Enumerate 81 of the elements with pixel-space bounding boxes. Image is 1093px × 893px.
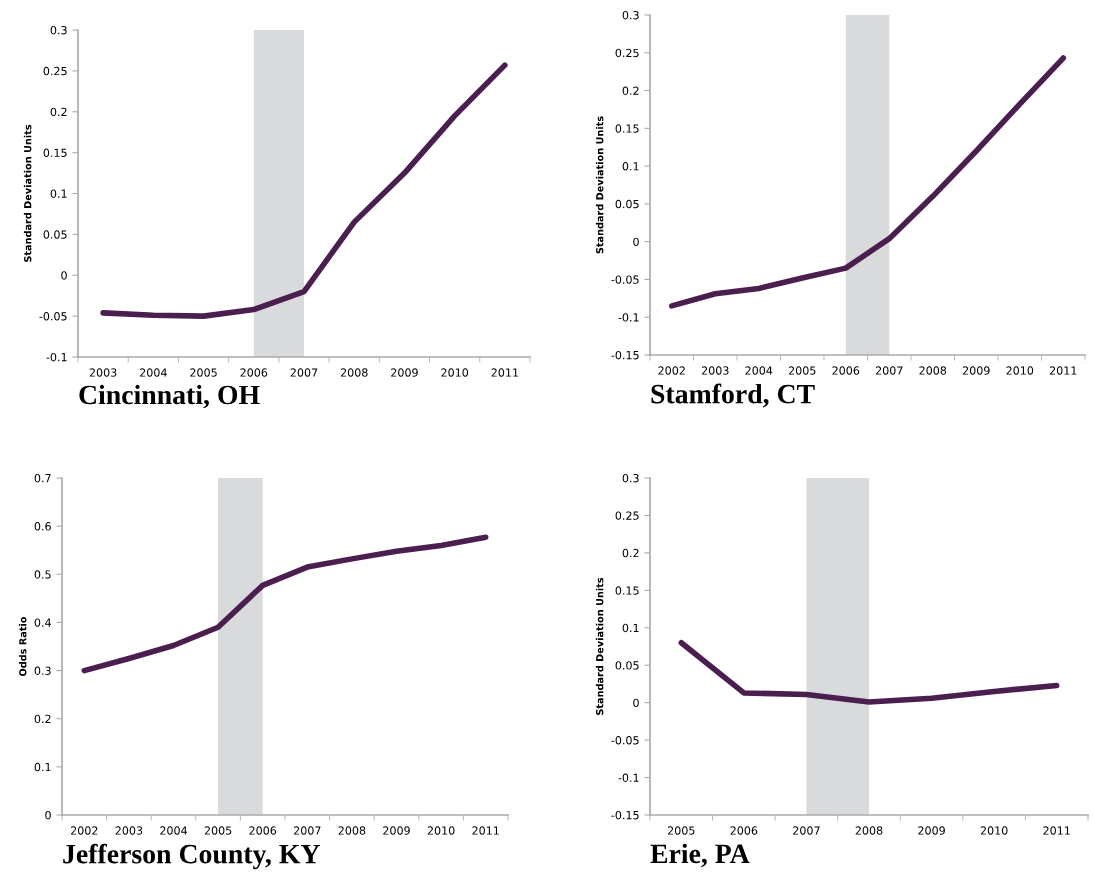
x-tick-label: 2011 [472, 826, 499, 835]
x-tick-label: 2011 [1043, 826, 1070, 835]
y-tick-label: 0 [61, 271, 67, 280]
y-tick-label: 0.3 [34, 666, 51, 675]
y-tick-label: 0.3 [622, 10, 639, 20]
x-tick-label: 2010 [980, 826, 1008, 835]
y-tick-label: 0.2 [622, 86, 639, 95]
x-tick-label: 2009 [962, 366, 990, 375]
y-tick-label: -0.1 [618, 773, 639, 782]
x-tick-label: 2006 [240, 368, 268, 377]
x-tick-label: 2008 [855, 826, 883, 835]
x-tick-label: 2008 [919, 366, 947, 375]
y-tick-label: -0.1 [46, 352, 67, 362]
y-tick-label: -0.05 [39, 312, 67, 321]
y-tick-label: 0.2 [34, 714, 51, 724]
x-tick-label: 2010 [427, 826, 455, 835]
y-axis-title: Odds Ratio [18, 616, 27, 677]
x-tick-label: 2007 [293, 826, 321, 835]
x-tick-label: 2011 [491, 368, 518, 377]
text: Jefferson County, KY [63, 843, 320, 870]
y-tick-label: 0.1 [622, 162, 639, 171]
y-tick-label: 0 [633, 698, 639, 708]
x-tick-label: 2007 [290, 368, 318, 377]
y-tick-label: -0.15 [611, 810, 639, 820]
text: Erie, PA [650, 843, 750, 868]
x-tick-label: 2006 [249, 826, 277, 835]
x-tick-label: 2004 [745, 366, 773, 375]
x-tick-label: 2004 [140, 368, 167, 377]
y-tick-label: 0 [633, 237, 639, 247]
x-tick-label: 2005 [788, 366, 816, 375]
x-tick-label: 2005 [667, 826, 695, 835]
x-tick-label: 2003 [115, 826, 143, 835]
y-tick-label: 0.2 [622, 548, 639, 558]
y-tick-label: -0.05 [611, 275, 639, 284]
y-axis-title: Standard Deviation Units [23, 124, 32, 262]
y-tick-label: 0.15 [615, 124, 639, 133]
y-tick-label: 0.2 [50, 107, 67, 117]
y-tick-label: 0.3 [622, 473, 639, 483]
x-tick-label: 2003 [89, 368, 117, 377]
y-tick-label: 0.7 [34, 473, 51, 483]
x-tick-label: 2009 [391, 368, 418, 377]
x-tick-label: 2007 [875, 366, 903, 375]
x-tick-label: 2009 [383, 826, 410, 835]
y-tick-label: 0.1 [622, 623, 639, 633]
x-tick-label: 2008 [338, 826, 366, 835]
y-axis-title: Standard Deviation Units [595, 577, 604, 715]
y-tick-label: 0.1 [50, 189, 67, 198]
y-tick-label: 0.05 [43, 230, 67, 239]
x-tick-label: 2002 [70, 826, 98, 835]
x-tick-label: 2011 [1049, 366, 1077, 375]
y-tick-label: 0.15 [615, 586, 639, 595]
y-tick-label: 0.05 [615, 199, 639, 209]
y-tick-label: 0.1 [34, 762, 51, 772]
y-tick-label: 0.5 [34, 570, 51, 579]
x-tick-label: 2006 [832, 366, 860, 375]
y-axis-title: Standard Deviation Units [595, 116, 604, 254]
y-tick-label: 0.05 [615, 661, 639, 670]
x-tick-label: 2005 [190, 368, 217, 377]
x-tick-label: 2010 [1006, 366, 1034, 375]
text: Cincinnati, OH [79, 384, 260, 409]
y-tick-label: 0.25 [43, 66, 67, 76]
y-tick-label: -0.05 [611, 736, 639, 745]
x-tick-label: 2003 [701, 366, 729, 375]
y-tick-label: 0 [45, 810, 51, 820]
y-tick-label: 0.3 [50, 25, 67, 35]
y-tick-label: 0.6 [34, 522, 51, 531]
x-tick-label: 2004 [160, 826, 188, 835]
y-tick-label: -0.1 [618, 313, 639, 322]
y-tick-label: 0.4 [34, 618, 51, 627]
y-tick-label: 0.15 [43, 148, 67, 157]
y-tick-label: -0.15 [611, 350, 639, 360]
text: Stamford, CT [651, 383, 815, 408]
x-tick-label: 2008 [340, 368, 368, 377]
x-tick-label: 2005 [204, 826, 232, 835]
x-tick-label: 2009 [918, 826, 945, 835]
x-tick-label: 2006 [730, 826, 758, 835]
y-tick-label: 0.25 [615, 48, 639, 58]
y-tick-label: 0.25 [615, 511, 639, 520]
x-tick-label: 2002 [658, 366, 685, 375]
x-tick-label: 2007 [793, 826, 820, 835]
x-tick-label: 2010 [441, 368, 469, 377]
